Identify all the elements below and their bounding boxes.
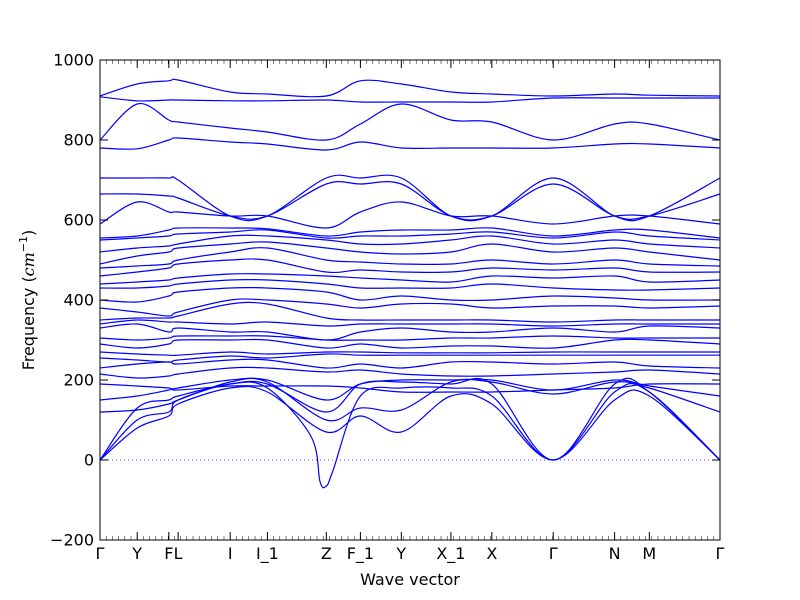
kpoint-label: L [174,544,183,563]
kpoint-label: Y [131,544,142,563]
band-line-32 [99,78,721,98]
band-line-15 [99,301,720,323]
band-line-1 [99,377,721,461]
kpoint-label: Γ [716,544,725,563]
band-line-9 [99,353,720,363]
y-axis-ticks-group: −200 0 200 400 600 800 1000 [50,51,720,550]
y-tick-label: 600 [63,211,94,230]
kpoint-label: I_1 [256,544,279,564]
kpoint-label: X_1 [436,544,465,564]
kpoint-label: F_1 [347,544,374,564]
y-axis-title-suffix: ) [19,230,38,236]
y-tick-label: 400 [63,291,94,310]
kpoint-label: Z [321,544,332,563]
band-line-23 [99,234,721,253]
band-line-18 [99,278,721,291]
band-line-24 [99,229,721,241]
band-line-27 [99,181,721,221]
band-line-25 [99,227,721,239]
kpoint-label: M [642,544,656,563]
band-line-13 [99,323,721,341]
plot-frame [99,59,721,541]
y-axis-title-unit: cm [19,252,38,276]
y-axis-title: Frequency (cm−1) [17,230,38,371]
band-line-6 [99,383,721,393]
band-line-12 [99,335,720,341]
band-line-26 [99,201,721,229]
y-tick-label: 200 [63,371,94,390]
band-line-29 [99,137,721,151]
y-tick-label: 0 [84,451,94,470]
y-axis-title-exponent: −1 [17,236,30,252]
y-axis-title-prefix: Frequency ( [19,276,38,370]
x-axis-title: Wave vector [360,570,460,589]
band-line-14 [99,319,720,327]
y-tick-label: 800 [63,131,94,150]
y-tick-label: −200 [50,531,94,550]
kpoint-label: Γ [549,544,558,563]
kpoint-label: N [609,544,621,563]
band-line-17 [99,286,721,303]
band-line-31 [99,96,720,103]
band-line-21 [99,247,721,269]
x-axis-ticks-group: Γ Y F L I I_1 Z F_1 Y X_1 X Γ N M Γ [96,60,725,564]
kpoint-label: I [228,544,233,563]
band-line-4 [99,377,721,422]
band-line-7 [99,366,721,379]
band-line-10 [99,351,720,357]
band-line-28 [100,174,721,222]
kpoint-label: Y [395,544,406,563]
band-line-22 [99,241,721,265]
y-tick-label: 1000 [53,51,94,70]
band-line-8 [99,358,721,369]
kpoint-label: F [164,544,173,563]
band-line-16 [99,298,721,317]
kpoint-label: X [486,544,497,563]
band-line-3 [99,385,721,461]
band-lines-group [99,78,721,489]
band-line-20 [99,258,721,277]
kpoint-label: Γ [96,544,105,563]
band-line-19 [99,273,721,285]
band-line-30 [99,103,721,141]
band-line-11 [99,338,721,349]
